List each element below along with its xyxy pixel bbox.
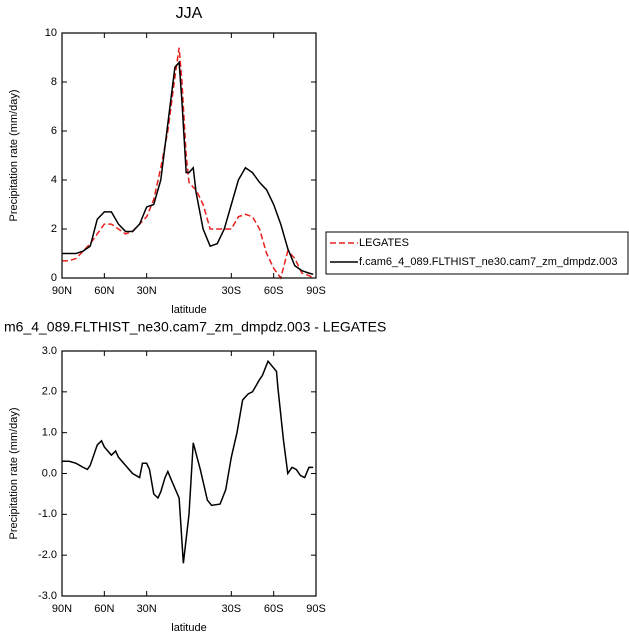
data-line: [62, 60, 314, 276]
y-tick-label: 2.0: [42, 386, 57, 398]
legend-box: [325, 231, 629, 275]
legend-label: f.cam6_4_089.FLTHIST_ne30.cam7_zm_dmpdz.…: [359, 256, 617, 268]
x-tick-label: 30S: [222, 603, 242, 615]
x-tick-label: 30N: [137, 285, 157, 297]
x-tick-label: 30N: [137, 603, 157, 615]
data-line: [62, 359, 314, 564]
x-tick-label: 90S: [306, 603, 326, 615]
x-tick-label: 60S: [264, 603, 284, 615]
y-tick-label: 4: [51, 174, 57, 186]
y-tick-label: 8: [51, 76, 57, 88]
y-tick-label: -3.0: [38, 590, 57, 602]
x-axis-label: latitude: [171, 622, 206, 634]
y-tick-label: 2: [51, 223, 57, 235]
x-tick-label: 60S: [264, 285, 284, 297]
y-axis-label: Precipitation rate (mm/day): [8, 407, 20, 539]
x-axis-label: latitude: [171, 304, 206, 316]
x-tick-label: 90N: [52, 285, 72, 297]
y-tick-label: -2.0: [38, 549, 57, 561]
y-tick-label: 6: [51, 125, 57, 137]
x-tick-label: 90N: [52, 603, 72, 615]
plot-frame: [61, 350, 317, 597]
x-tick-label: 30S: [222, 285, 242, 297]
plot-frame: [61, 32, 317, 279]
y-tick-label: 0.0: [42, 467, 57, 479]
x-tick-label: 90S: [306, 285, 326, 297]
x-tick-label: 60N: [94, 603, 114, 615]
y-tick-label: -1.0: [38, 508, 57, 520]
y-tick-label: 0: [51, 272, 57, 284]
x-tick-label: 60N: [94, 285, 114, 297]
y-tick-label: 3.0: [42, 345, 57, 357]
y-tick-label: 1.0: [42, 427, 57, 439]
data-line: [62, 47, 314, 280]
chart-title: m6_4_089.FLTHIST_ne30.cam7_zm_dmpdz.003 …: [4, 319, 386, 335]
y-axis-label: Precipitation rate (mm/day): [8, 89, 20, 221]
chart-title: JJA: [176, 5, 203, 22]
legend-label: LEGATES: [359, 237, 409, 249]
y-tick-label: 10: [45, 27, 57, 39]
